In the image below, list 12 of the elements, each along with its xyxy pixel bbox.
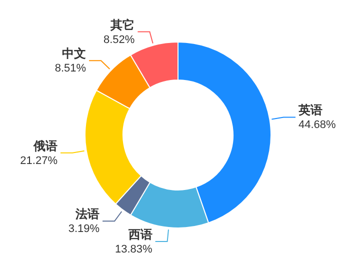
data-label: 13.83% <box>114 243 153 256</box>
data-label: 8.52% <box>104 34 135 46</box>
slice-label: 中文 <box>62 46 86 61</box>
slice-label: 英语 <box>298 103 323 118</box>
data-label: 44.68% <box>298 119 336 132</box>
data-label: 3.19% <box>68 223 100 236</box>
data-label: 21.27% <box>20 154 58 167</box>
slice-label: 西语 <box>127 227 152 242</box>
slice-label: 俄语 <box>32 138 58 153</box>
data-label: 8.51% <box>54 62 86 75</box>
slice-label: 法语 <box>74 207 100 222</box>
slice-label: 其它 <box>110 18 135 32</box>
